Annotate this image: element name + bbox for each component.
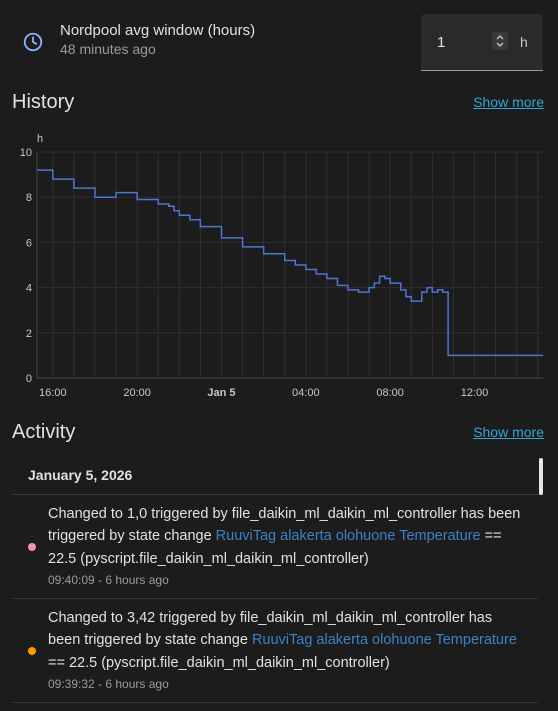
x-tick-label: 20:00 [123,387,151,399]
entry-dot-icon [28,647,36,655]
y-tick-label: 8 [26,192,32,204]
entry-text: Changed to 1,0 triggered by file_daikin_… [48,506,521,567]
entry-time: 09:39:32 - 6 hours ago [48,677,169,691]
entity-header: Nordpool avg window (hours) 48 minutes a… [0,0,558,84]
x-tick-label: 16:00 [39,387,67,399]
divider [12,702,538,703]
x-tick-label: Jan 5 [207,387,235,399]
activity-show-more-link[interactable]: Show more [473,424,544,440]
y-tick-label: 4 [26,283,32,295]
entity-link[interactable]: RuuviTag alakerta olohuone Temperature [251,632,517,649]
spinner-icon[interactable] [492,32,508,50]
day-label: January 5, 2026 [28,467,133,483]
entry-dot-icon [28,543,36,551]
value-unit: h [520,34,528,50]
divider [12,598,538,599]
scrollbar-thumb[interactable] [539,458,543,495]
entity-link[interactable]: RuuviTag alakerta olohuone Temperature [215,528,481,545]
history-show-more-link[interactable]: Show more [473,94,544,110]
x-tick-label: 12:00 [461,387,489,399]
x-tick-label: 04:00 [292,387,320,399]
y-tick-label: 6 [26,237,32,249]
history-chart[interactable]: 0 2 4 6 8 10 h 16:00 20:00 Jan 5 04:00 08:00 12:00 [0,128,558,408]
series-line[interactable] [37,169,543,357]
value-input[interactable]: 1 [437,34,446,51]
clock-icon [23,32,43,52]
entry-text: Changed to 3,42 triggered by file_daikin… [48,610,517,671]
history-title: History [12,91,75,113]
day-header: January 5, 2026 [12,452,540,495]
y-tick-label: 0 [26,373,32,385]
x-tick-label: 08:00 [376,387,404,399]
y-unit-label: h [37,133,43,145]
entity-name: Nordpool avg window (hours) [60,22,256,39]
entry-time: 09:40:09 - 6 hours ago [48,573,169,587]
y-tick-label: 10 [20,147,32,159]
value-input-box[interactable]: 1 h [421,14,543,71]
last-changed: 48 minutes ago [60,41,156,57]
activity-title: Activity [12,421,76,443]
y-tick-label: 2 [26,328,32,340]
